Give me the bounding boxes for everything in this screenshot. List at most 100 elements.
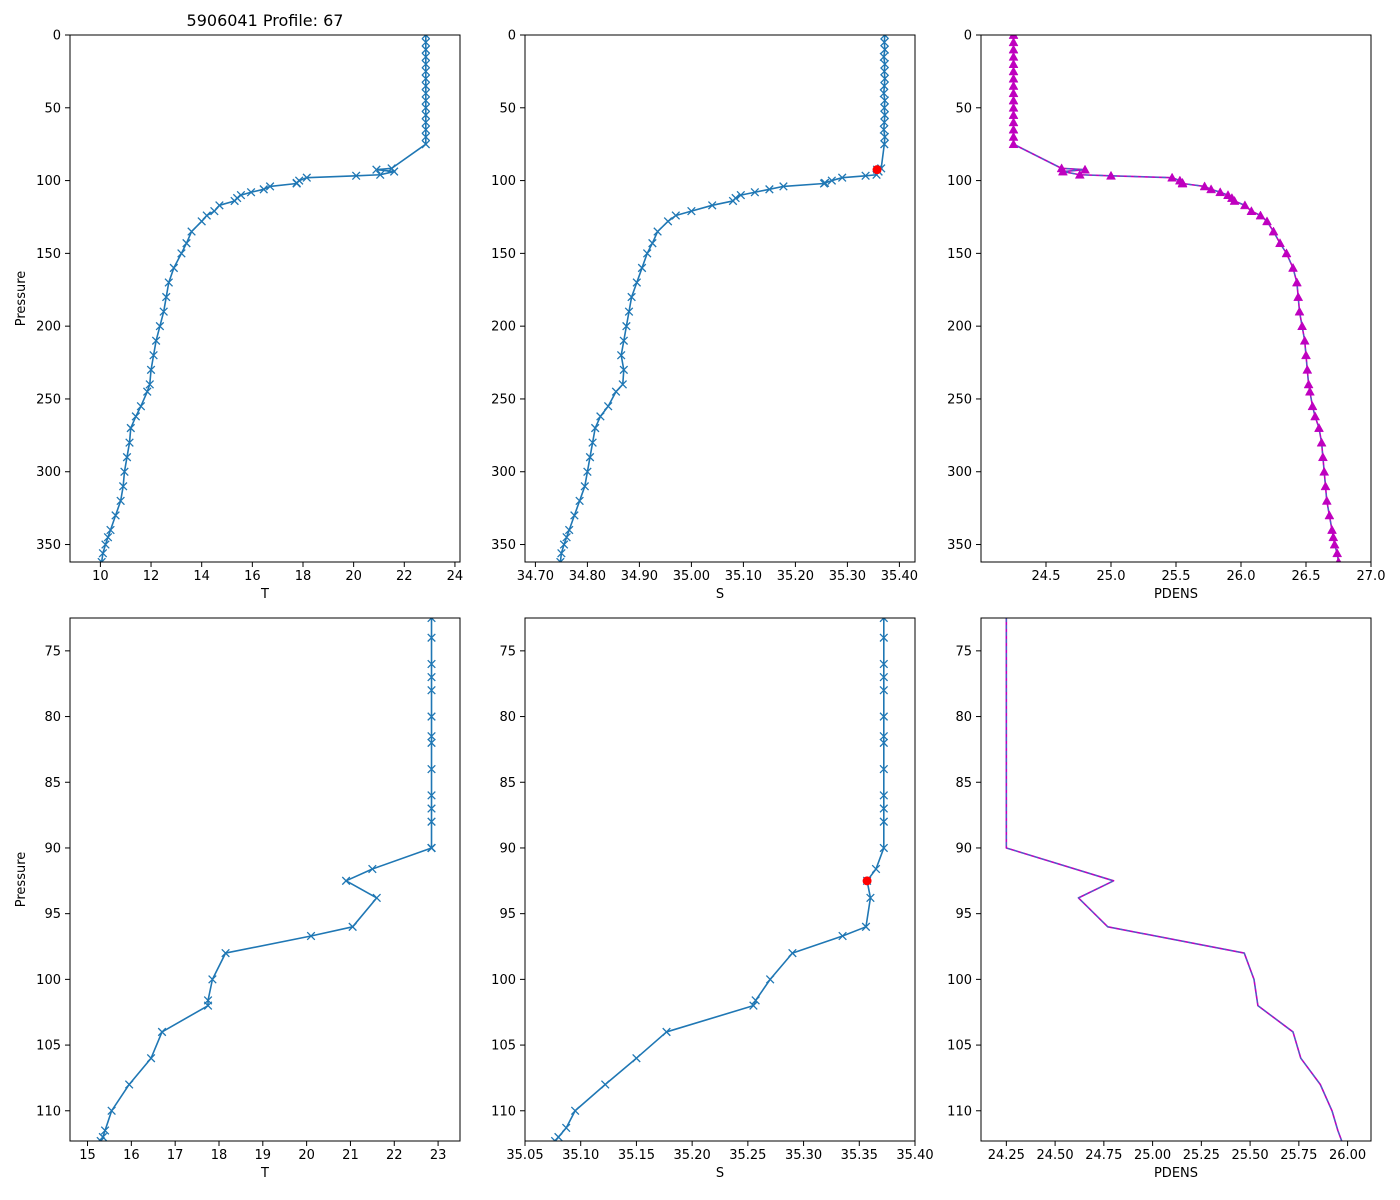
- data-point: [879, 125, 889, 134]
- x-axis-label: T: [260, 1166, 269, 1181]
- data-point: [622, 321, 631, 331]
- y-tick-label: 110: [36, 1104, 61, 1119]
- y-tick-label: 105: [491, 1039, 516, 1054]
- data-point: [421, 132, 431, 142]
- data-point: [421, 88, 431, 98]
- data-point: [880, 110, 890, 120]
- data-point: [1246, 206, 1257, 216]
- data-point: [637, 263, 647, 273]
- data-point: [421, 74, 431, 83]
- data-point: [687, 206, 696, 216]
- x-tick-label: 21: [342, 1148, 359, 1163]
- y-tick-label: 75: [955, 644, 972, 659]
- x-tick-label: 20: [298, 1148, 315, 1163]
- subplots: 10 12 14 16 18 20 22 24050100150200250300350TPr…: [14, 29, 1385, 1182]
- data-point: [1303, 379, 1314, 389]
- data-point: [564, 525, 574, 535]
- data-point: [136, 401, 146, 411]
- data-point: [1297, 321, 1308, 331]
- data-point: [97, 557, 106, 562]
- data-point: [265, 182, 275, 191]
- data-point: [880, 74, 890, 83]
- data-point: [151, 336, 161, 345]
- y-tick-label: 80: [44, 710, 61, 725]
- y-tick-label: 75: [44, 644, 61, 659]
- data-point: [861, 171, 870, 181]
- y-tick-label: 300: [36, 465, 61, 480]
- x-tick-label: 15: [79, 1148, 96, 1163]
- x-tick-label: 35.15: [618, 1148, 655, 1163]
- data-point: [575, 496, 584, 506]
- x-tick-label: 35.25: [729, 1148, 766, 1163]
- data-point: [292, 179, 301, 188]
- y-tick-label: 100: [36, 174, 61, 189]
- series-line-T: [100, 35, 427, 562]
- data-point: [596, 412, 605, 421]
- data-point: [879, 618, 889, 623]
- x-tick-label: 34.90: [621, 569, 658, 584]
- y-tick-label: 350: [491, 538, 516, 553]
- y-tick-label: 50: [955, 101, 972, 116]
- x-tick-label: 35.10: [562, 1148, 599, 1163]
- data-point: [616, 351, 626, 360]
- data-point: [603, 401, 613, 411]
- data-point: [618, 380, 628, 389]
- data-point: [562, 532, 571, 542]
- data-point: [861, 922, 871, 932]
- data-point: [98, 549, 108, 558]
- data-point: [155, 321, 165, 331]
- data-point: [145, 380, 155, 389]
- data-point: [1008, 139, 1019, 149]
- data-point: [341, 876, 351, 886]
- data-point: [1299, 335, 1310, 345]
- data-point: [116, 496, 125, 506]
- data-point: [1319, 466, 1330, 476]
- series-dash-PDENS: [1005, 618, 1343, 1141]
- data-point: [879, 843, 889, 853]
- data-point: [246, 187, 256, 197]
- data-point: [879, 712, 889, 721]
- data-point: [880, 118, 889, 127]
- data-point: [1229, 195, 1240, 205]
- data-point: [728, 196, 738, 206]
- data-point: [375, 170, 385, 180]
- y-tick-label: 85: [955, 776, 972, 791]
- data-point: [427, 764, 436, 774]
- series-line-S: [554, 618, 885, 1141]
- y-tick-label: 75: [499, 644, 516, 659]
- y-tick-label: 85: [44, 776, 61, 791]
- x-tick-label: 24: [447, 569, 464, 584]
- y-axis-label: Pressure: [14, 271, 29, 327]
- data-point: [421, 139, 431, 149]
- data-point: [1199, 181, 1210, 191]
- data-point: [1304, 386, 1315, 396]
- data-point: [146, 365, 156, 375]
- data-point: [111, 511, 120, 520]
- data-point: [124, 1080, 134, 1089]
- data-point: [879, 633, 889, 642]
- data-point: [1288, 262, 1298, 272]
- data-point: [208, 975, 217, 984]
- plot-area: [1008, 35, 1343, 562]
- data-point: [1275, 238, 1285, 248]
- data-point: [302, 173, 312, 182]
- data-point: [103, 532, 113, 542]
- data-point: [427, 633, 436, 642]
- x-axis-label: PDENS: [1154, 587, 1198, 602]
- plot-area: [550, 618, 889, 1141]
- y-tick-label: 110: [947, 1104, 972, 1119]
- y-tick-label: 0: [964, 29, 972, 44]
- data-point: [421, 96, 431, 105]
- x-axis-label: T: [260, 587, 269, 602]
- data-point: [1255, 210, 1266, 220]
- data-point: [879, 764, 889, 774]
- x-tick-label: 16: [123, 1148, 140, 1163]
- data-point: [570, 511, 579, 520]
- data-point: [749, 1001, 758, 1010]
- data-point: [880, 96, 890, 105]
- highlight-point: [872, 165, 882, 175]
- x-tick-label: 26.0: [1227, 569, 1256, 584]
- x-tick-label: 24.75: [1085, 1148, 1122, 1163]
- data-point: [101, 540, 110, 549]
- data-point: [1301, 350, 1311, 360]
